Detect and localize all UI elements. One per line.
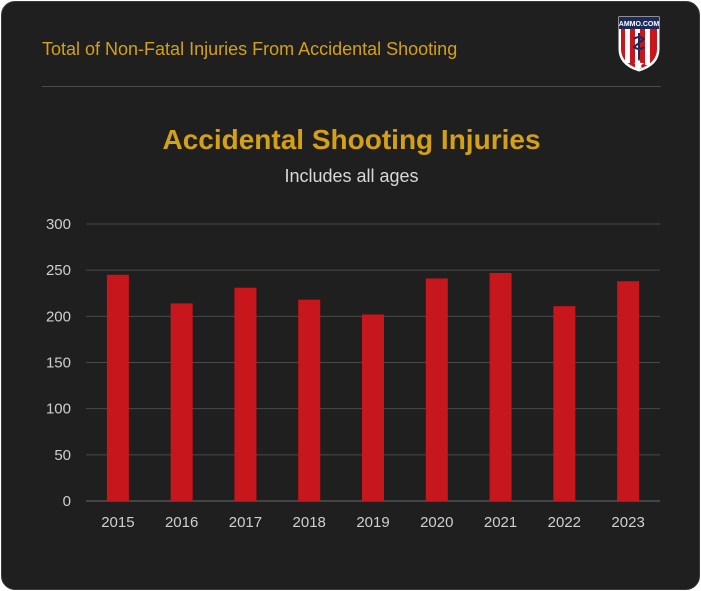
x-tick-label-2016: 2016 — [165, 514, 198, 531]
y-tick-label-50: 50 — [54, 447, 71, 464]
header-title: Total of Non-Fatal Injuries From Acciden… — [42, 39, 458, 59]
bar-2021[interactable] — [489, 272, 512, 501]
x-tick-label-2015: 2015 — [101, 514, 134, 531]
y-tick-label-300: 300 — [46, 216, 71, 233]
y-tick-label-150: 150 — [46, 355, 71, 372]
chart-subtitle: Includes all ages — [284, 166, 419, 186]
bar-2022[interactable] — [553, 306, 576, 501]
header-divider — [42, 86, 661, 87]
x-tick-label-2020: 2020 — [420, 514, 453, 531]
x-tick-label-2021: 2021 — [484, 514, 517, 531]
bar-2017[interactable] — [234, 287, 257, 501]
logo-text: AMMO.COM — [619, 21, 660, 28]
bar-2020[interactable] — [425, 278, 448, 501]
bar-2015[interactable] — [106, 274, 129, 501]
x-tick-label-2022: 2022 — [548, 514, 581, 531]
bar-2023[interactable] — [617, 281, 640, 501]
bar-2016[interactable] — [170, 303, 193, 501]
y-tick-label-200: 200 — [46, 308, 71, 325]
ammo-logo-icon: AMMO.COM — [618, 16, 660, 72]
y-tick-label-0: 0 — [63, 493, 71, 510]
x-tick-label-2017: 2017 — [229, 514, 262, 531]
chart-title: Accidental Shooting Injuries — [162, 124, 541, 155]
bar-2018[interactable] — [298, 299, 321, 501]
y-tick-label-100: 100 — [46, 401, 71, 418]
bar-2019[interactable] — [362, 314, 384, 501]
y-tick-label-250: 250 — [46, 262, 71, 279]
x-tick-label-2023: 2023 — [611, 514, 644, 531]
x-tick-label-2018: 2018 — [293, 514, 326, 531]
x-tick-label-2019: 2019 — [356, 514, 389, 531]
